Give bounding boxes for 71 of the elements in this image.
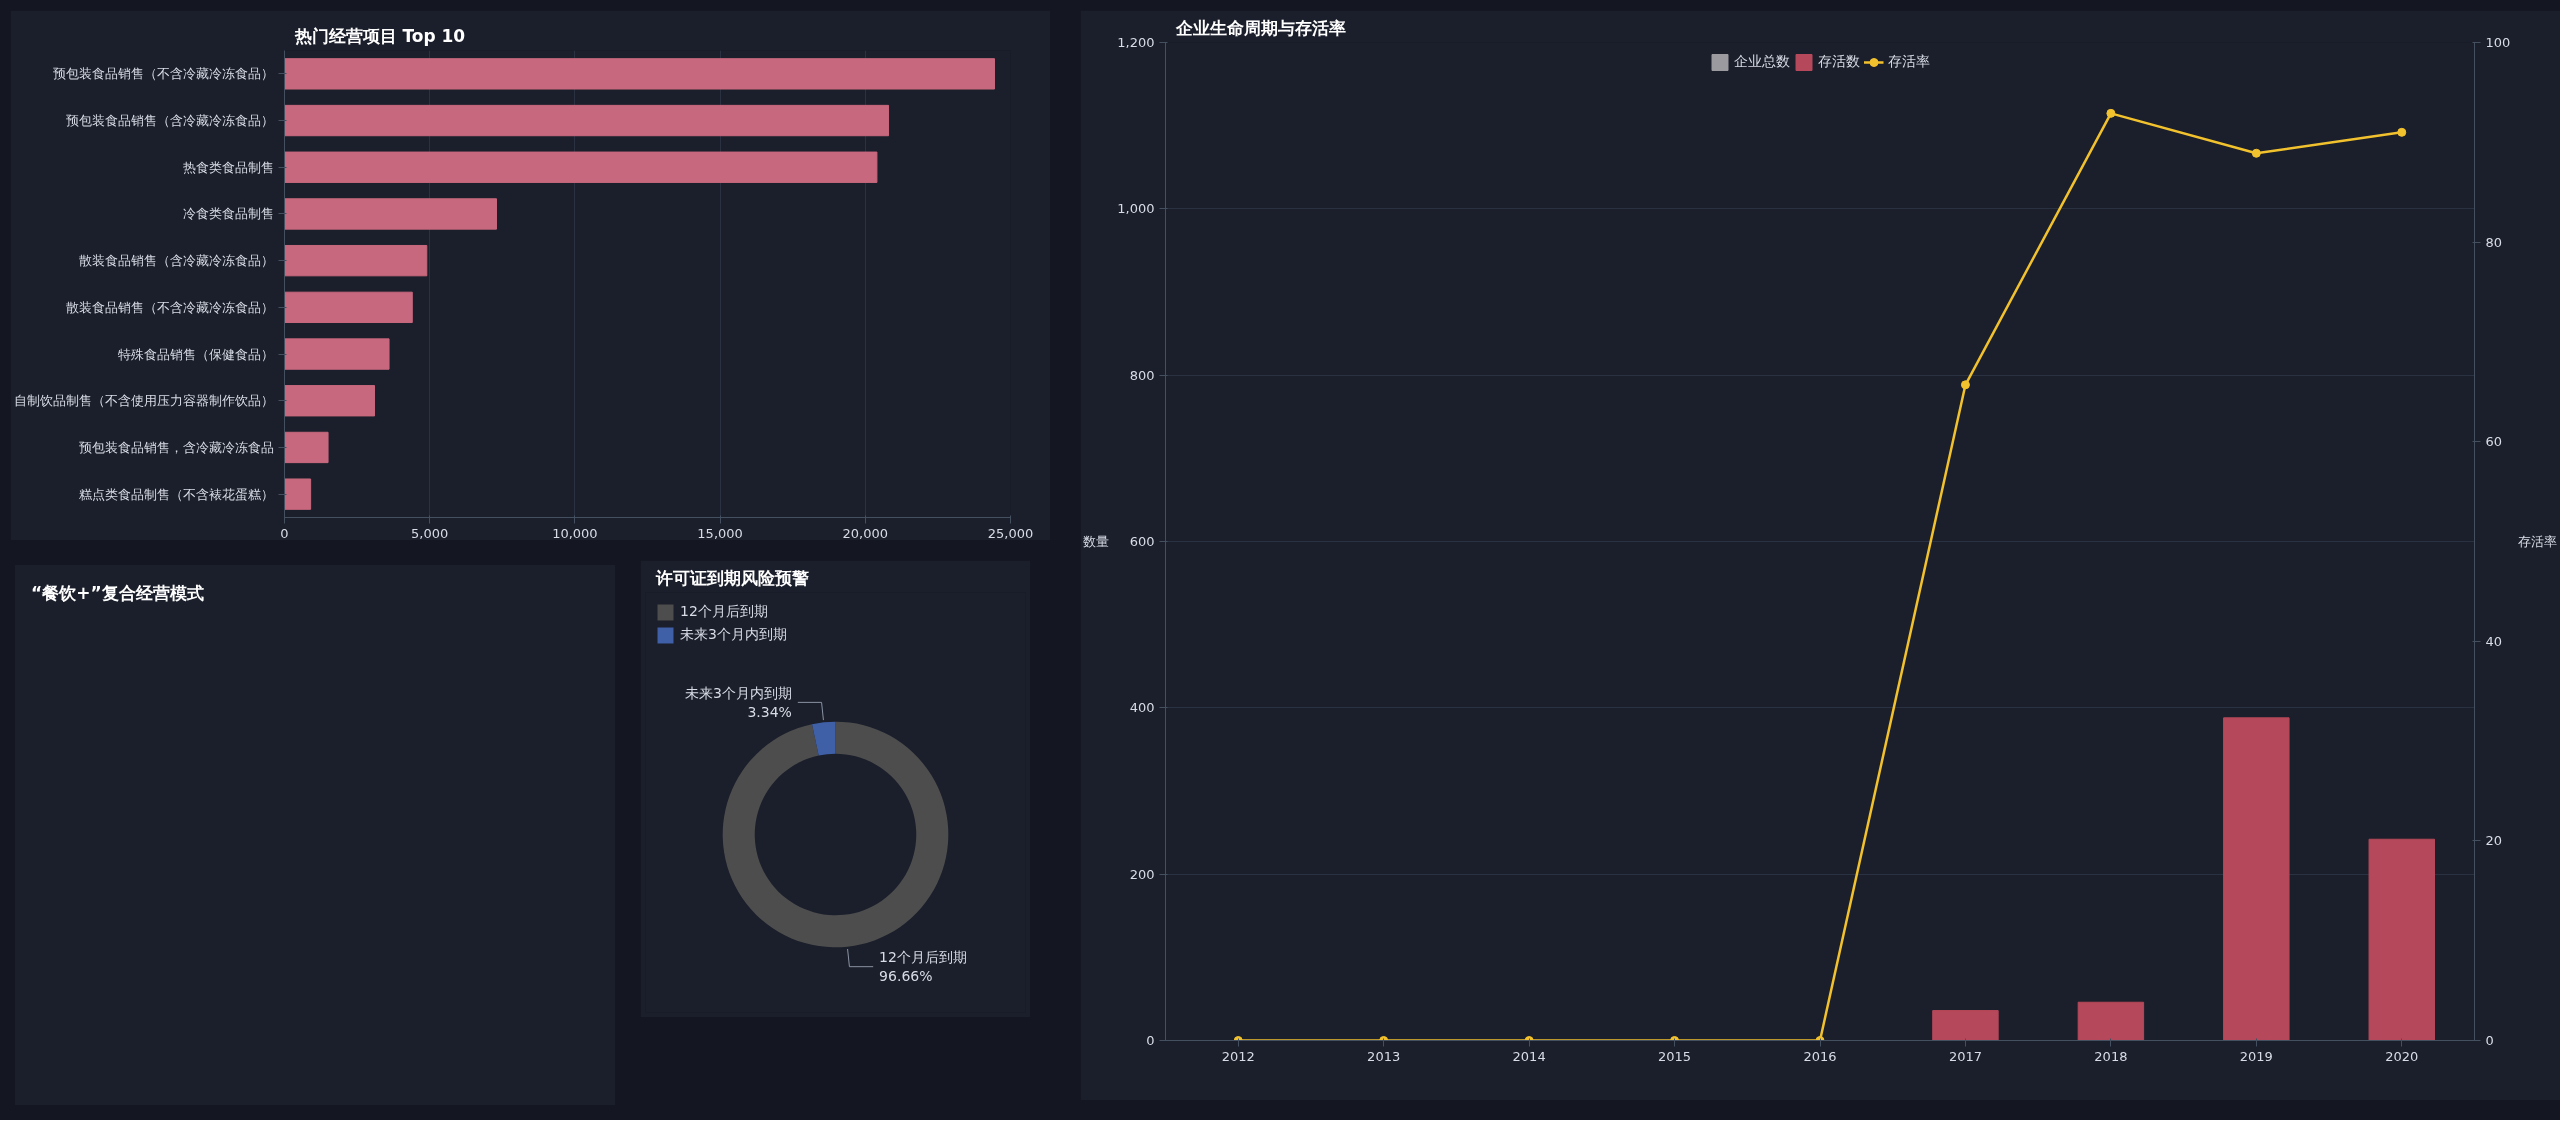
legend-label: 企业总数: [1734, 53, 1790, 71]
y2-tick-label: 100: [2485, 35, 2511, 50]
x-tick-label: 2014: [1512, 1048, 1546, 1064]
chart-title: 许可证到期风险预警: [654, 567, 809, 588]
slice-label: 12个月后到期: [879, 949, 967, 966]
legend-label: 12个月后到期: [680, 603, 768, 621]
y2-axis-title: 存活率: [2518, 534, 2558, 549]
y-tick-label: 特殊食品销售（保健食品）: [117, 346, 274, 362]
y-tick-label: 热食类食品制售: [182, 159, 274, 175]
y2-tick-label: 40: [2485, 633, 2503, 649]
bar: [284, 244, 428, 277]
y-tick-label: 预包装食品销售（不含冷藏冷冻食品）: [52, 66, 274, 82]
y2-tick-label: 20: [2485, 833, 2503, 849]
chart-title: 企业生命周期与存活率: [1174, 17, 1346, 38]
y-tick-label: 自制饮品制售（不含使用压力容器制作饮品）: [13, 393, 274, 409]
bar: [2368, 838, 2435, 1041]
y-tick-label: 800: [1129, 367, 1155, 383]
legend-label: 存活率: [1888, 53, 1930, 71]
bar: [2077, 1001, 2145, 1041]
data-label: 3.34%: [747, 703, 792, 720]
x-tick-label: 10,000: [552, 525, 598, 541]
x-tick-label: 2019: [2239, 1048, 2273, 1064]
data-label: 96.66%: [879, 968, 933, 985]
point: [2251, 148, 2261, 158]
bar: [1932, 1010, 1999, 1041]
y2-tick-label: 80: [2485, 234, 2503, 250]
y-tick-label: 预包装食品销售（含冷藏冷冻食品）: [65, 113, 274, 129]
x-tick-label: 15,000: [697, 525, 743, 541]
point: [2397, 127, 2407, 137]
x-tick-label: 2016: [1803, 1048, 1837, 1064]
bar: [284, 478, 312, 510]
bar: [2223, 717, 2290, 1041]
bar: [284, 58, 996, 90]
y-tick-label: 0: [1146, 1033, 1155, 1048]
x-tick-label: 2012: [1221, 1048, 1255, 1064]
y-tick-label: 预包装食品销售，含冷藏冷冻食品: [78, 439, 274, 455]
y-tick-label: 糕点类食品制售（不含裱花蛋糕）: [78, 486, 274, 502]
y-tick-label: 冷食类食品制售: [182, 206, 274, 222]
slice-label: 未来3个月内到期: [684, 684, 792, 701]
x-tick-label: 25,000: [987, 525, 1034, 541]
y-tick-label: 散装食品销售（含冷藏冷冻食品）: [78, 253, 274, 269]
bar: [284, 338, 390, 370]
bar: [284, 104, 890, 137]
x-tick-label: 2013: [1367, 1048, 1401, 1064]
bar: [284, 151, 878, 183]
x-tick-label: 2015: [1658, 1048, 1692, 1064]
text: “餐饮+”复合经营模式: [31, 582, 204, 605]
legend-label: 未来3个月内到期: [680, 626, 787, 644]
bar: [284, 431, 329, 464]
x-tick-label: 5,000: [411, 525, 449, 541]
y2-tick-label: 60: [2485, 434, 2503, 450]
y-tick-label: 散装食品销售（不含冷藏冷冻食品）: [65, 299, 274, 315]
y-axis-title: 数量: [1083, 534, 1110, 549]
y-tick-label: 200: [1129, 866, 1155, 882]
bar: [284, 385, 376, 417]
point: [2106, 108, 2116, 118]
bar: [284, 291, 413, 324]
bar: [284, 198, 497, 230]
y-tick-label: 600: [1129, 534, 1155, 549]
x-tick-label: 20,000: [842, 525, 889, 541]
y-tick-label: 1,000: [1117, 201, 1155, 217]
y-tick-label: 1,200: [1117, 35, 1155, 50]
x-tick-label: 2018: [2094, 1048, 2128, 1064]
x-tick-label: 0: [280, 525, 289, 541]
point: [1960, 380, 1970, 390]
y-tick-label: 400: [1129, 700, 1155, 716]
chart-title: 热门经营项目 Top 10: [293, 25, 466, 46]
y2-tick-label: 0: [2485, 1033, 2494, 1048]
legend-label: 存活数: [1818, 53, 1860, 71]
x-tick-label: 2020: [2385, 1048, 2419, 1064]
x-tick-label: 2017: [1948, 1048, 1982, 1064]
